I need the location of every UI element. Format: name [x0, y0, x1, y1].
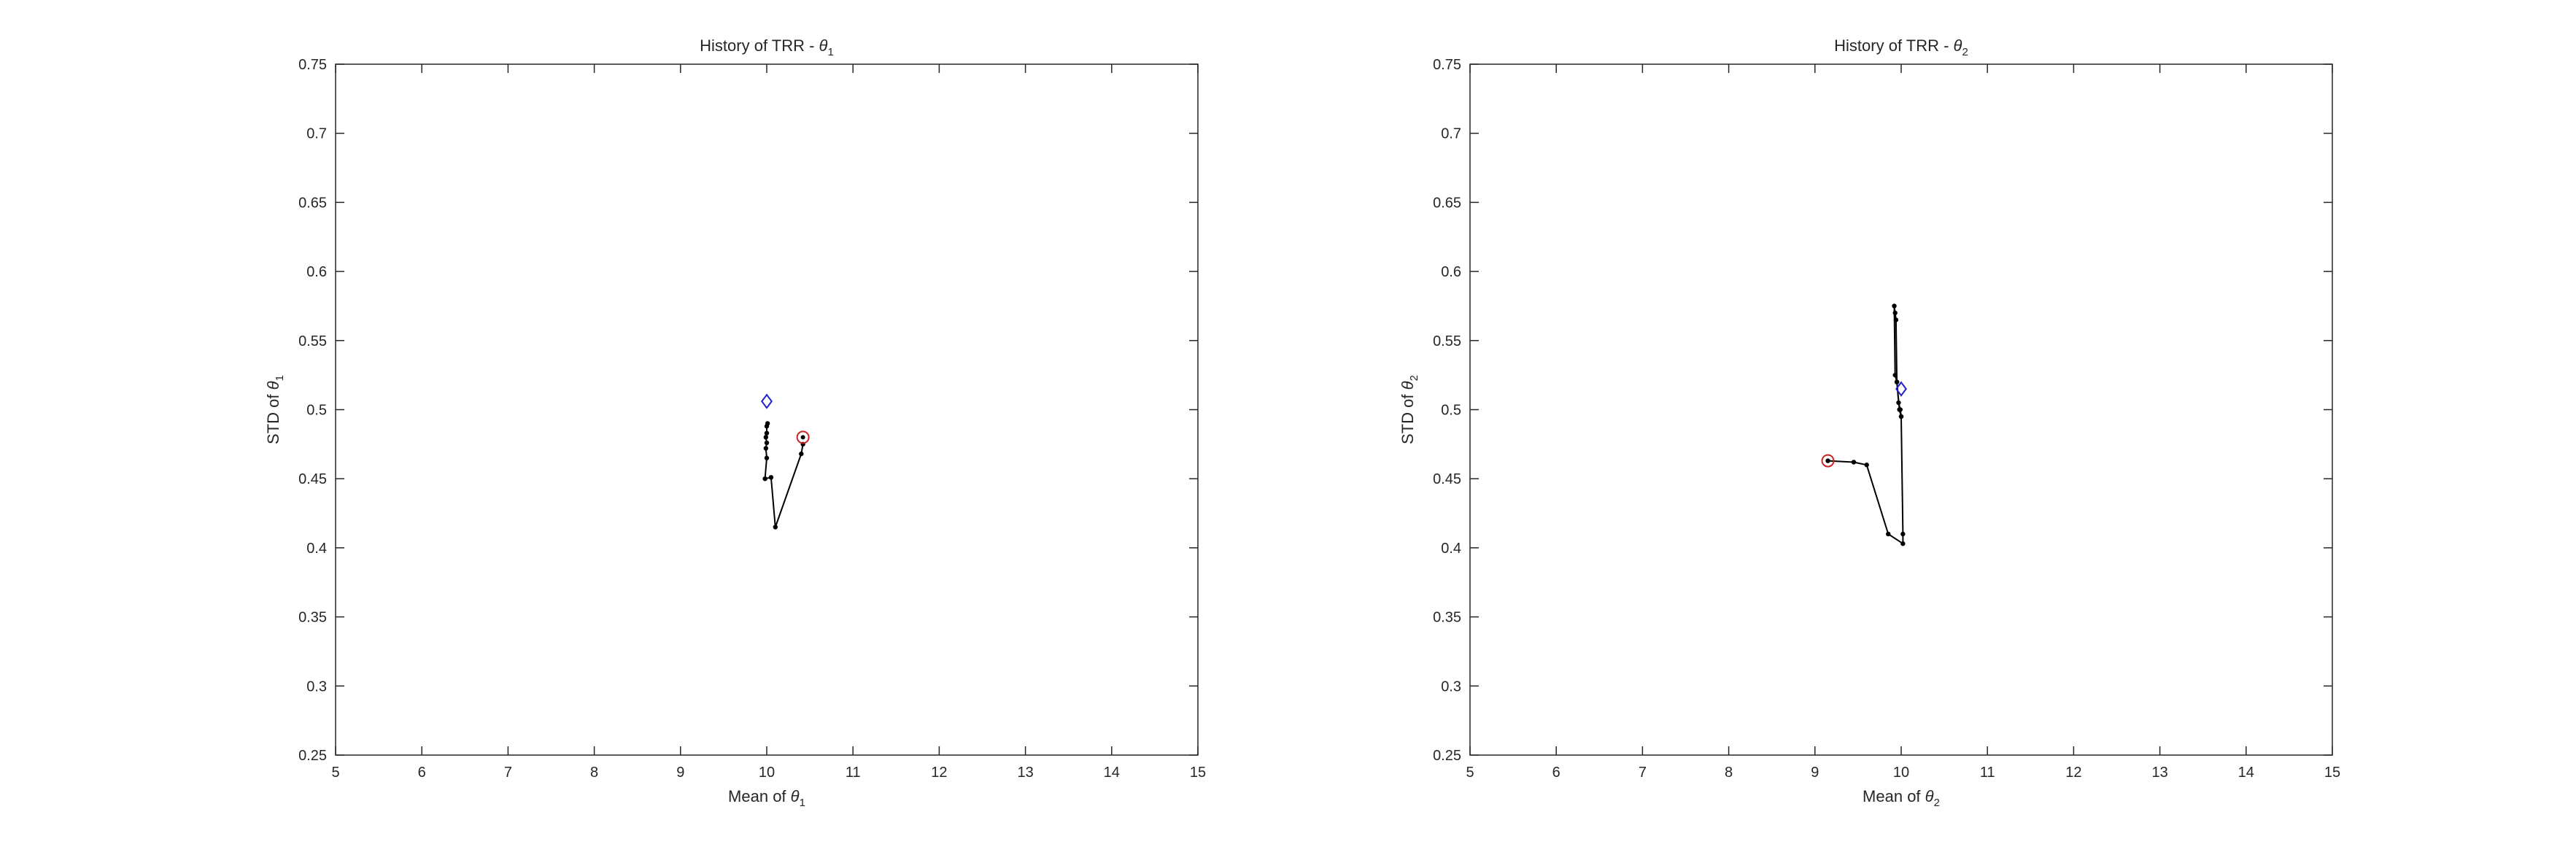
data-point — [773, 525, 778, 530]
data-point — [1900, 541, 1906, 546]
y-tick-label: 0.35 — [298, 610, 327, 626]
y-tick-label: 0.4 — [306, 541, 327, 557]
y-tick-label: 0.3 — [1441, 678, 1461, 695]
y-tick-label: 0.3 — [306, 678, 327, 695]
y-tick-label: 0.65 — [1433, 195, 1461, 211]
y-tick-label: 0.7 — [1441, 126, 1461, 142]
y-tick-label: 0.65 — [298, 195, 327, 211]
x-tick-label: 14 — [2238, 765, 2254, 781]
data-point — [1886, 531, 1891, 537]
y-tick-label: 0.25 — [298, 748, 327, 764]
x-tick-label: 6 — [1552, 765, 1560, 781]
chart-1-data — [761, 393, 810, 530]
data-point — [1896, 400, 1901, 406]
data-point — [764, 455, 770, 460]
y-tick-label: 0.7 — [306, 126, 327, 142]
x-tick-label: 10 — [759, 765, 775, 781]
y-tick-label: 0.4 — [1441, 541, 1461, 557]
y-tick-label: 0.5 — [306, 403, 327, 419]
x-tick-label: 5 — [1466, 765, 1474, 781]
chart-1-y-axis-label: STD of θ1 — [264, 375, 286, 444]
y-tick-label: 0.45 — [298, 471, 327, 487]
x-tick-label: 5 — [331, 765, 339, 781]
x-tick-label: 12 — [931, 765, 947, 781]
x-tick-label: 6 — [418, 765, 426, 781]
data-point — [1851, 460, 1857, 465]
x-tick-label: 11 — [846, 765, 861, 781]
y-tick-label: 0.55 — [298, 333, 327, 349]
start-marker — [1821, 454, 1835, 468]
data-point — [763, 435, 769, 440]
chart-2-x-axis-label: Mean of θ2 — [1863, 787, 1940, 809]
start-marker-center — [800, 435, 805, 440]
target-marker — [761, 393, 773, 409]
x-tick-label: 12 — [2065, 765, 2081, 781]
data-point — [1898, 407, 1903, 412]
y-tick-label: 0.6 — [1441, 264, 1461, 280]
start-marker-center — [1825, 458, 1830, 463]
x-tick-label: 15 — [1190, 765, 1206, 781]
y-tick-label: 0.25 — [1433, 748, 1461, 764]
data-point — [764, 430, 770, 436]
data-point — [763, 446, 769, 451]
chart-panel-1: History of TRR - θ1 5 6 7 8 9 10 11 12 13 14 15 0.… — [264, 36, 1206, 809]
chart-1-plot-area — [335, 63, 1199, 756]
data-point — [1898, 414, 1904, 419]
chart-1-y-ticks: 0.25 0.3 0.35 0.4 0.45 0.5 0.55 0.6 0.65 0.7 0.75 — [298, 57, 1198, 764]
chart-2-y-axis-label: STD of θ2 — [1399, 375, 1420, 444]
chart-panel-2: History of TRR - θ2 5 6 7 8 9 10 11 12 13 14 15 0.… — [1399, 36, 2340, 809]
data-point — [764, 440, 770, 446]
x-tick-label: 15 — [2324, 765, 2340, 781]
data-point — [765, 421, 770, 426]
chart-2-x-ticks: 5 6 7 8 9 10 11 12 13 14 15 — [1466, 64, 2340, 781]
chart-2-title: History of TRR - θ2 — [1834, 36, 1968, 58]
y-tick-label: 0.6 — [306, 264, 327, 280]
x-tick-label: 7 — [504, 765, 512, 781]
x-tick-label: 13 — [2151, 765, 2167, 781]
start-marker — [796, 430, 810, 444]
chart-2-y-ticks: 0.25 0.3 0.35 0.4 0.45 0.5 0.55 0.6 0.65 0.7 0.75 — [1433, 57, 2332, 764]
y-tick-label: 0.45 — [1433, 471, 1461, 487]
data-point — [1893, 317, 1899, 322]
chart-1-title: History of TRR - θ1 — [700, 36, 834, 58]
y-tick-label: 0.35 — [1433, 610, 1461, 626]
x-tick-label: 9 — [1811, 765, 1819, 781]
chart-1-x-ticks: 5 6 7 8 9 10 11 12 13 14 15 — [331, 64, 1206, 781]
data-point — [1900, 531, 1906, 537]
x-tick-label: 14 — [1104, 765, 1120, 781]
chart-2-data — [1821, 303, 1907, 546]
y-tick-label: 0.55 — [1433, 333, 1461, 349]
data-point — [1894, 379, 1900, 384]
data-point — [1892, 372, 1898, 378]
x-tick-label: 7 — [1639, 765, 1647, 781]
y-tick-label: 0.5 — [1441, 403, 1461, 419]
chart-1-x-axis-label: Mean of θ1 — [728, 787, 805, 809]
data-point — [799, 451, 804, 457]
x-tick-label: 8 — [590, 765, 598, 781]
data-point — [1864, 463, 1869, 468]
data-point — [1892, 310, 1898, 316]
target-marker — [1895, 381, 1907, 397]
data-point — [768, 475, 774, 480]
x-tick-label: 8 — [1725, 765, 1733, 781]
x-tick-label: 13 — [1017, 765, 1033, 781]
x-tick-label: 9 — [676, 765, 684, 781]
x-tick-label: 11 — [1980, 765, 1995, 781]
data-point — [1892, 303, 1897, 309]
y-tick-label: 0.75 — [1433, 57, 1461, 73]
x-tick-label: 10 — [1893, 765, 1909, 781]
y-tick-label: 0.75 — [298, 57, 327, 73]
data-point — [762, 476, 767, 481]
